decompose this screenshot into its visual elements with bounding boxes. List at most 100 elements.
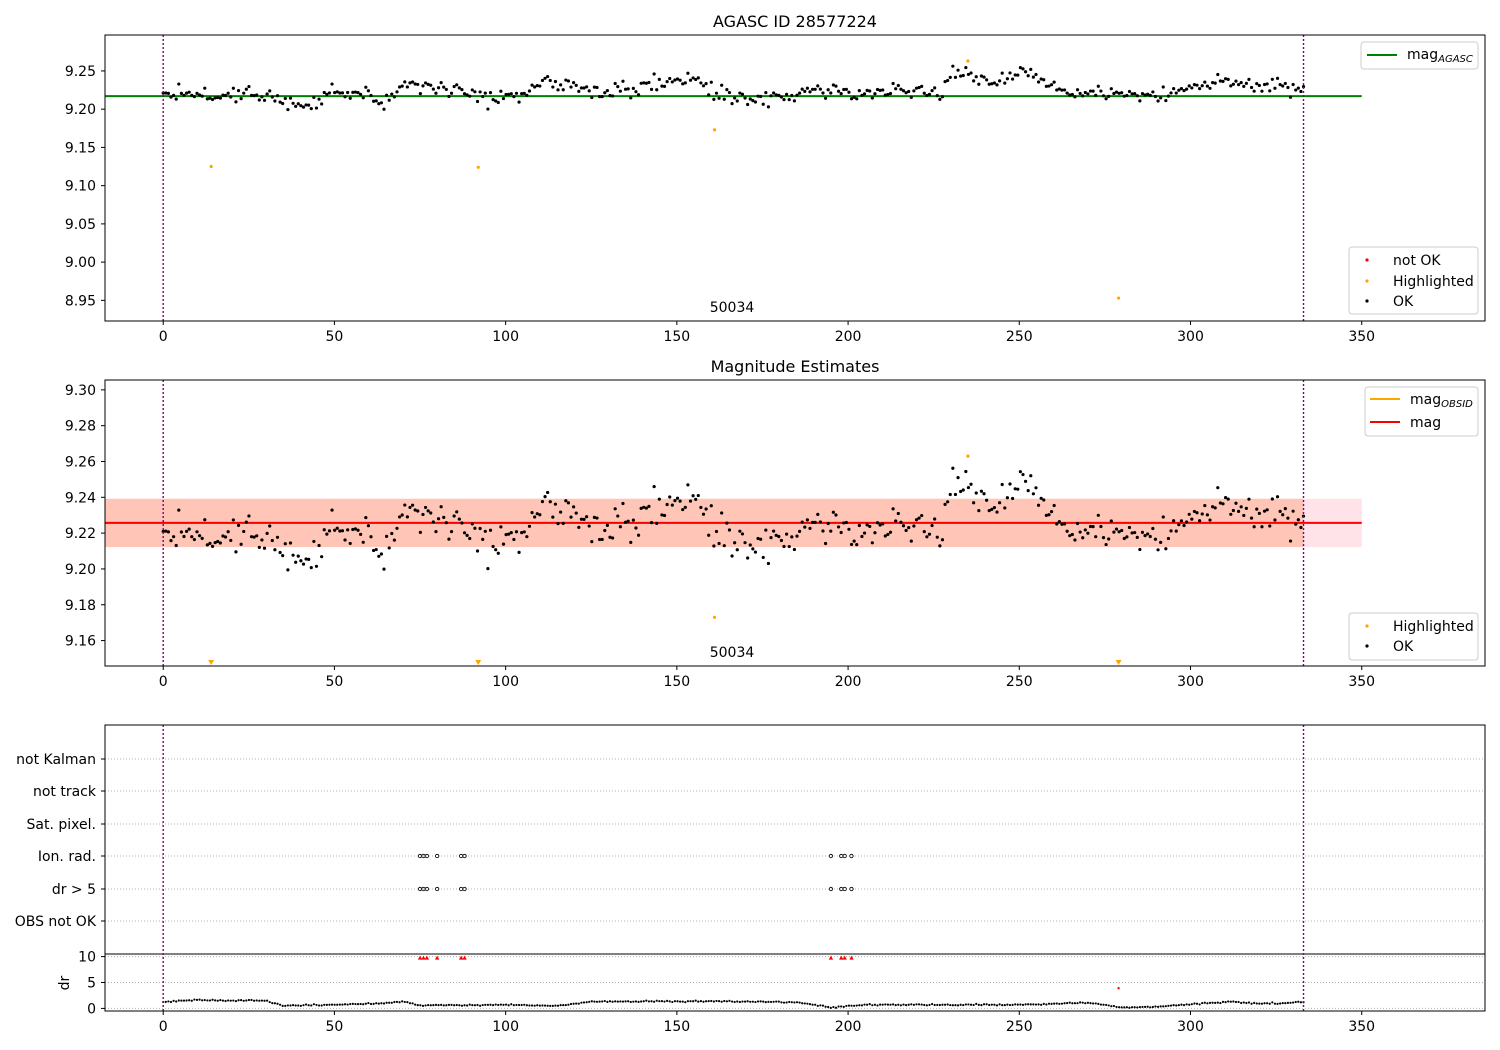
dr-point [1182, 1004, 1186, 1007]
dr-point [564, 1003, 567, 1007]
ok-point [1036, 80, 1041, 84]
ok-point [922, 91, 926, 95]
ok-point [956, 68, 960, 72]
dr-point [1014, 1003, 1017, 1006]
ok-point [572, 81, 576, 85]
ok-point [842, 87, 846, 92]
ok-point [1203, 503, 1207, 508]
ok-point [582, 86, 586, 90]
dr-point [559, 1004, 562, 1007]
dr-point [788, 1000, 791, 1004]
dr-point [393, 1000, 396, 1004]
ok-point [475, 549, 480, 553]
dr-point [525, 1004, 528, 1007]
dr-point [1079, 1001, 1082, 1004]
dr-point [962, 1003, 965, 1007]
ok-point [925, 93, 929, 98]
ok-point [439, 81, 443, 85]
panel-agasc-magnitude: 0 50 100 150 200 250 300 350 8.95 9.00 9.05 9.10 9.… [65, 12, 1486, 345]
ok-point [249, 535, 254, 539]
dr-point [603, 999, 606, 1003]
ok-point [808, 90, 812, 94]
ok-point [356, 528, 360, 532]
dr-point [764, 1001, 767, 1004]
dr-point [941, 1003, 944, 1006]
ok-point [452, 514, 456, 518]
ok-point [1148, 93, 1152, 97]
ok-point [857, 523, 861, 528]
ok-point [803, 89, 807, 93]
ok-point [917, 516, 921, 520]
ok-point [1010, 496, 1015, 501]
ok-point [1172, 87, 1176, 91]
ok-point [1216, 486, 1220, 490]
ok-point [1179, 519, 1184, 523]
ok-point [730, 554, 734, 558]
ok-point [987, 508, 991, 513]
x-tick-label: 200 [835, 1019, 862, 1035]
ok-point [1031, 492, 1035, 496]
ok-point [1221, 502, 1225, 506]
flag-gridlines [105, 758, 1485, 1009]
ok-point [364, 85, 368, 89]
dr-point [1286, 1001, 1290, 1004]
ok-point [455, 83, 459, 87]
ok-point [179, 530, 183, 534]
dr-point [975, 1002, 978, 1006]
ok-point [959, 489, 963, 494]
ok-point [769, 536, 773, 540]
dr-point [1066, 1002, 1069, 1005]
dr-points [162, 955, 1305, 1009]
dr-point [814, 1003, 817, 1006]
ok-point [408, 81, 412, 85]
x-tick-label: 350 [1348, 674, 1375, 690]
dr-point [227, 999, 230, 1002]
ok-point [746, 102, 750, 107]
ok-point [1138, 99, 1142, 103]
dr-point [676, 1000, 679, 1003]
ok-point [1148, 534, 1152, 539]
ok-point [756, 94, 760, 98]
dr-point [1164, 1005, 1167, 1008]
x-axis-ticks-agasc: 0 50 100 150 200 250 300 350 [159, 321, 1375, 345]
ok-point [787, 98, 791, 102]
dr-point [328, 1003, 331, 1006]
dr-point [964, 1003, 967, 1006]
ok-point [338, 529, 342, 533]
ok-point [346, 90, 350, 95]
ok-point [1174, 91, 1178, 95]
ok-point [1060, 522, 1064, 526]
flag-category-label: dr > 5 [52, 882, 96, 898]
ok-point [704, 81, 708, 86]
dr-point [819, 1004, 822, 1007]
ok-point [639, 506, 643, 510]
ok-point [273, 548, 277, 552]
dr-point [229, 999, 232, 1002]
ok-point [1140, 530, 1145, 534]
ok-point [1088, 89, 1093, 93]
ok-point [826, 521, 830, 526]
ok-point [927, 532, 932, 536]
dr-point [1086, 1001, 1090, 1004]
ok-point [1236, 83, 1241, 87]
ok-point [1234, 79, 1238, 83]
dr-point [385, 1001, 388, 1004]
dr-point [434, 1003, 438, 1006]
dr-clipped-marker [849, 955, 854, 960]
y-tick-label: 9.20 [65, 562, 96, 578]
ok-point [857, 89, 861, 93]
dr-point [616, 1000, 619, 1003]
dr-point [943, 1003, 947, 1006]
ok-point [1039, 496, 1043, 500]
dr-point [169, 1000, 173, 1004]
ok-point [1120, 528, 1124, 533]
ok-point [818, 87, 822, 91]
ok-point [195, 91, 199, 95]
ok-point [707, 93, 711, 97]
dr-point [827, 1005, 830, 1009]
ok-point [1286, 85, 1290, 90]
ok-point [701, 512, 706, 516]
dr-point [868, 1003, 871, 1006]
ok-point [566, 501, 571, 505]
dr-point [712, 1000, 715, 1003]
